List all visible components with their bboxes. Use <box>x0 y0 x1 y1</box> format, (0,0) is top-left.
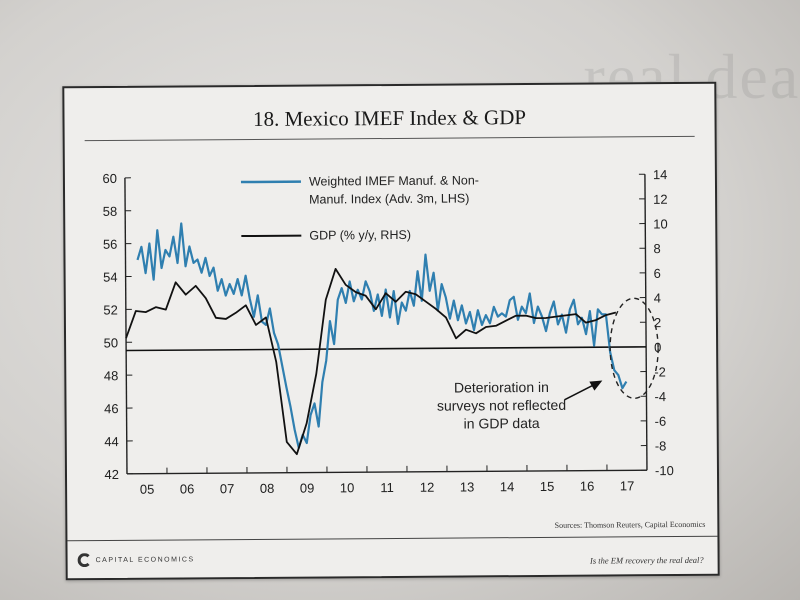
footer-bar: CAPITAL ECONOMICS Is the EM recovery the… <box>67 535 718 580</box>
legend-label-gdp: GDP (% y/y, RHS) <box>309 228 411 243</box>
right-tick-label: 10 <box>653 216 668 231</box>
right-tick-label: -4 <box>654 389 666 404</box>
left-tick-label: 44 <box>104 434 119 449</box>
annotation-arrow-head <box>589 380 603 391</box>
x-tick-label: 13 <box>460 479 475 494</box>
footer-tagline: Is the EM recovery the real deal? <box>589 554 704 566</box>
annotation-group: Deterioration in surveys not reflected i… <box>437 297 659 432</box>
x-tick-label: 08 <box>260 481 275 496</box>
x-tick-label: 07 <box>220 481 235 496</box>
logo-text: CAPITAL ECONOMICS <box>95 555 195 564</box>
left-tick-label: 52 <box>103 302 118 317</box>
x-tick-label: 16 <box>580 479 595 494</box>
right-tick-label: 12 <box>653 192 668 207</box>
series-group <box>125 222 628 456</box>
right-tick-label: 14 <box>653 167 668 182</box>
left-tick-label: 42 <box>104 467 119 482</box>
legend-label-imef-line1: Weighted IMEF Manuf. & Non- <box>309 173 479 188</box>
x-tick-label: 06 <box>180 481 195 496</box>
line-chart: 42444648505254565860-10-8-6-4-2024681012… <box>102 167 674 497</box>
x-tick-label: 09 <box>300 481 315 496</box>
right-tick-label: -10 <box>655 463 674 478</box>
left-tick-label: 46 <box>104 401 119 416</box>
x-axis-line <box>126 469 647 475</box>
annotation-line-1: Deterioration in <box>454 379 549 396</box>
left-tick-label: 58 <box>103 204 118 219</box>
chart-card: 18. Mexico IMEF Index & GDP 42 44 46 48 50 52… <box>62 81 720 581</box>
right-tick-label: 2 <box>654 315 661 330</box>
left-tick-label: 50 <box>104 335 119 350</box>
left-tick-label: 56 <box>103 237 118 252</box>
right-tick-label: -6 <box>655 414 667 429</box>
left-axis-line <box>124 177 128 474</box>
series-line-gdp <box>125 267 617 456</box>
x-tick-label: 11 <box>380 480 394 495</box>
x-tick-label: 12 <box>420 480 435 495</box>
right-tick-label: 6 <box>654 266 661 281</box>
legend-group: Weighted IMEF Manuf. & Non- Manuf. Index… <box>240 173 479 243</box>
legend-label-imef-line2: Manuf. Index (Adv. 3m, LHS) <box>309 191 469 206</box>
annotation-line-3: in GDP data <box>464 415 540 432</box>
right-tick-label: 4 <box>654 290 661 305</box>
annotation-arrow-shaft <box>564 383 595 401</box>
right-tick-label: -2 <box>654 364 666 379</box>
annotation-highlight-ellipse <box>609 297 659 400</box>
right-tick-label: -8 <box>655 438 667 453</box>
left-tick-label: 60 <box>102 171 117 186</box>
right-tick-label: 8 <box>653 241 660 256</box>
left-tick-label: 54 <box>103 270 118 285</box>
zero-reference-line <box>126 346 647 352</box>
x-tick-label: 05 <box>140 482 155 497</box>
logo-c-icon <box>77 553 92 568</box>
x-tick-label: 17 <box>620 478 635 493</box>
axes-group: 42444648505254565860-10-8-6-4-2024681012… <box>102 167 674 497</box>
annotation-line-2: surveys not reflected <box>437 397 566 414</box>
left-tick-label: 48 <box>104 368 119 383</box>
capital-economics-logo: CAPITAL ECONOMICS <box>77 552 195 568</box>
x-tick-label: 10 <box>340 480 355 495</box>
x-tick-label: 14 <box>500 479 515 494</box>
x-tick-label: 15 <box>540 479 555 494</box>
series-line-imef <box>136 222 628 450</box>
source-note: Sources: Thomson Reuters, Capital Econom… <box>554 519 706 530</box>
